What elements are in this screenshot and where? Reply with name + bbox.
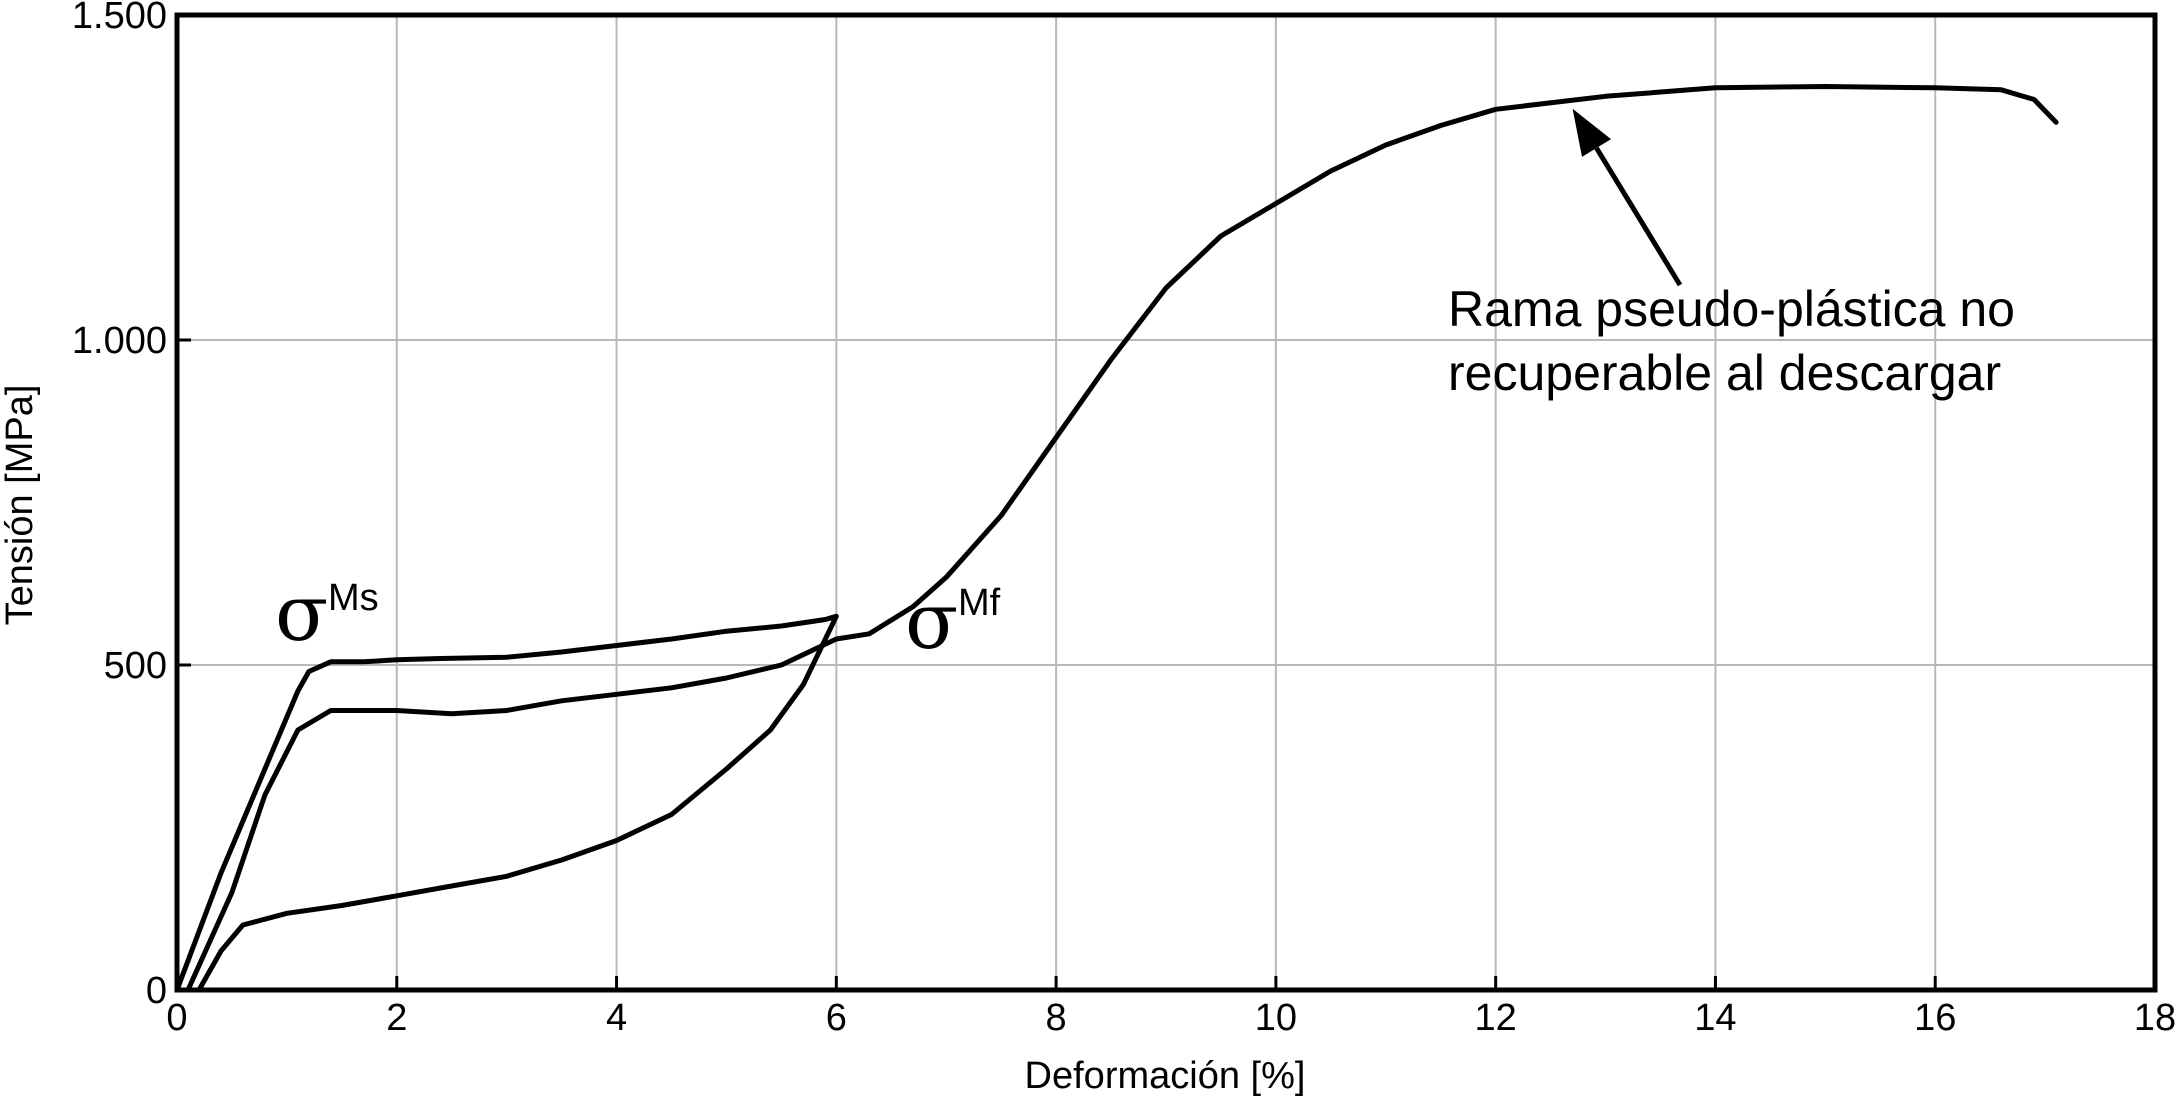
grid-lines (177, 15, 2155, 990)
x-tick-label: 2 (386, 997, 407, 1039)
series-line-1 (174, 613, 839, 993)
y-tick-labels: 0 500 1.000 1.500 (72, 0, 167, 1012)
annotation-arrow-head (1572, 108, 1612, 157)
x-tick-label: 12 (1475, 997, 1517, 1039)
annotation-line-2: recuperable al descargar (1448, 345, 2001, 401)
sigma-ms-superscript: Ms (328, 577, 379, 619)
x-tick-label: 8 (1046, 997, 1067, 1039)
sigma-mf-symbol: σ (905, 577, 958, 667)
pseudo-plastic-annotation: Rama pseudo-plástica no recuperable al d… (1448, 108, 2015, 401)
x-tick-label: 14 (1694, 997, 1736, 1039)
x-tick-label: 18 (2134, 997, 2176, 1039)
sigma-mf-annotation: σ Mf (905, 577, 1001, 667)
y-tick-label: 1.500 (72, 0, 167, 37)
series-line-2 (185, 84, 2059, 993)
y-axis-label: Tensión [MPa] (0, 385, 41, 626)
x-tick-labels: 0 2 4 6 8 10 12 14 16 18 (166, 997, 2176, 1039)
x-axis-label: Deformación [%] (1025, 1055, 1306, 1097)
annotation-arrow-shaft (1594, 146, 1683, 287)
plot-frame (174, 12, 2158, 993)
sigma-ms-symbol: σ (275, 569, 328, 659)
y-tick-label: 1.000 (72, 320, 167, 362)
x-tick-label: 0 (166, 997, 187, 1039)
y-tick-label: 500 (104, 645, 167, 687)
x-tick-label: 6 (826, 997, 847, 1039)
y-tick-label: 0 (146, 970, 167, 1012)
x-tick-label: 4 (606, 997, 627, 1039)
x-tick-label: 16 (1914, 997, 1956, 1039)
sigma-mf-superscript: Mf (958, 582, 1001, 624)
sigma-ms-annotation: σ Ms (275, 569, 379, 659)
tick-marks (175, 13, 2157, 992)
annotation-line-1: Rama pseudo-plástica no (1448, 281, 2015, 337)
x-tick-label: 10 (1255, 997, 1297, 1039)
curves (174, 84, 2059, 993)
